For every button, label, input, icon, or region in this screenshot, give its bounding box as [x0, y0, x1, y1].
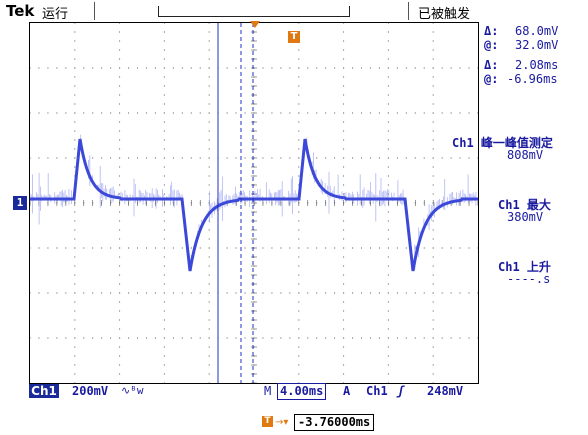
trigger-slope-icon: ʃ: [397, 384, 405, 398]
trigger-state: 已被触发: [418, 7, 471, 22]
trigger-level: 248mV: [427, 384, 464, 398]
amp-at-symbol: @:: [484, 38, 499, 52]
record-window-indicator: [158, 6, 350, 17]
time-delta-value: 2.08ms: [515, 58, 559, 72]
amp-at-value: 32.0mV: [515, 38, 559, 52]
ch1-ground-marker[interactable]: 1: [13, 196, 27, 210]
divider: [94, 2, 95, 20]
trigger-icon: T: [262, 416, 273, 427]
main-timebase-label: M: [264, 384, 272, 398]
measurement-value: 808mV: [507, 148, 544, 162]
time-delta-symbol: Δ:: [484, 58, 499, 72]
delay-arrow-icon: →▾: [275, 417, 289, 428]
volts-per-div: 200mV: [72, 384, 109, 398]
channel-tag[interactable]: Ch1: [29, 384, 59, 398]
trigger-mode: A: [343, 384, 351, 398]
waveform-display[interactable]: [29, 22, 479, 384]
measurement-value: 380mV: [507, 210, 544, 224]
trigger-position-arrow: [250, 21, 260, 28]
measurement-label: Ch1 上升: [498, 260, 551, 274]
time-at-value: -6.96ms: [507, 72, 558, 86]
measurement-label: Ch1 最大: [498, 198, 551, 212]
horizontal-delay[interactable]: -3.76000ms: [294, 414, 375, 431]
divider: [408, 2, 409, 20]
brand-logo: Tek: [6, 2, 35, 20]
measurement-value: ----.s: [507, 272, 551, 286]
time-at-symbol: @:: [484, 72, 499, 86]
amp-delta-symbol: Δ:: [484, 24, 499, 38]
amp-delta-value: 68.0mV: [515, 24, 559, 38]
ch1-waveform: [30, 134, 478, 272]
measurement-label: Ch1 峰一峰值测定: [452, 136, 553, 150]
run-status[interactable]: 运行: [42, 7, 69, 22]
coupling-icon: ∿ᴮw: [121, 384, 144, 397]
trigger-level-marker[interactable]: T: [288, 31, 300, 43]
trigger-source: Ch1: [366, 384, 388, 398]
time-per-div[interactable]: 4.00ms: [277, 383, 327, 400]
graticule: [30, 23, 478, 383]
